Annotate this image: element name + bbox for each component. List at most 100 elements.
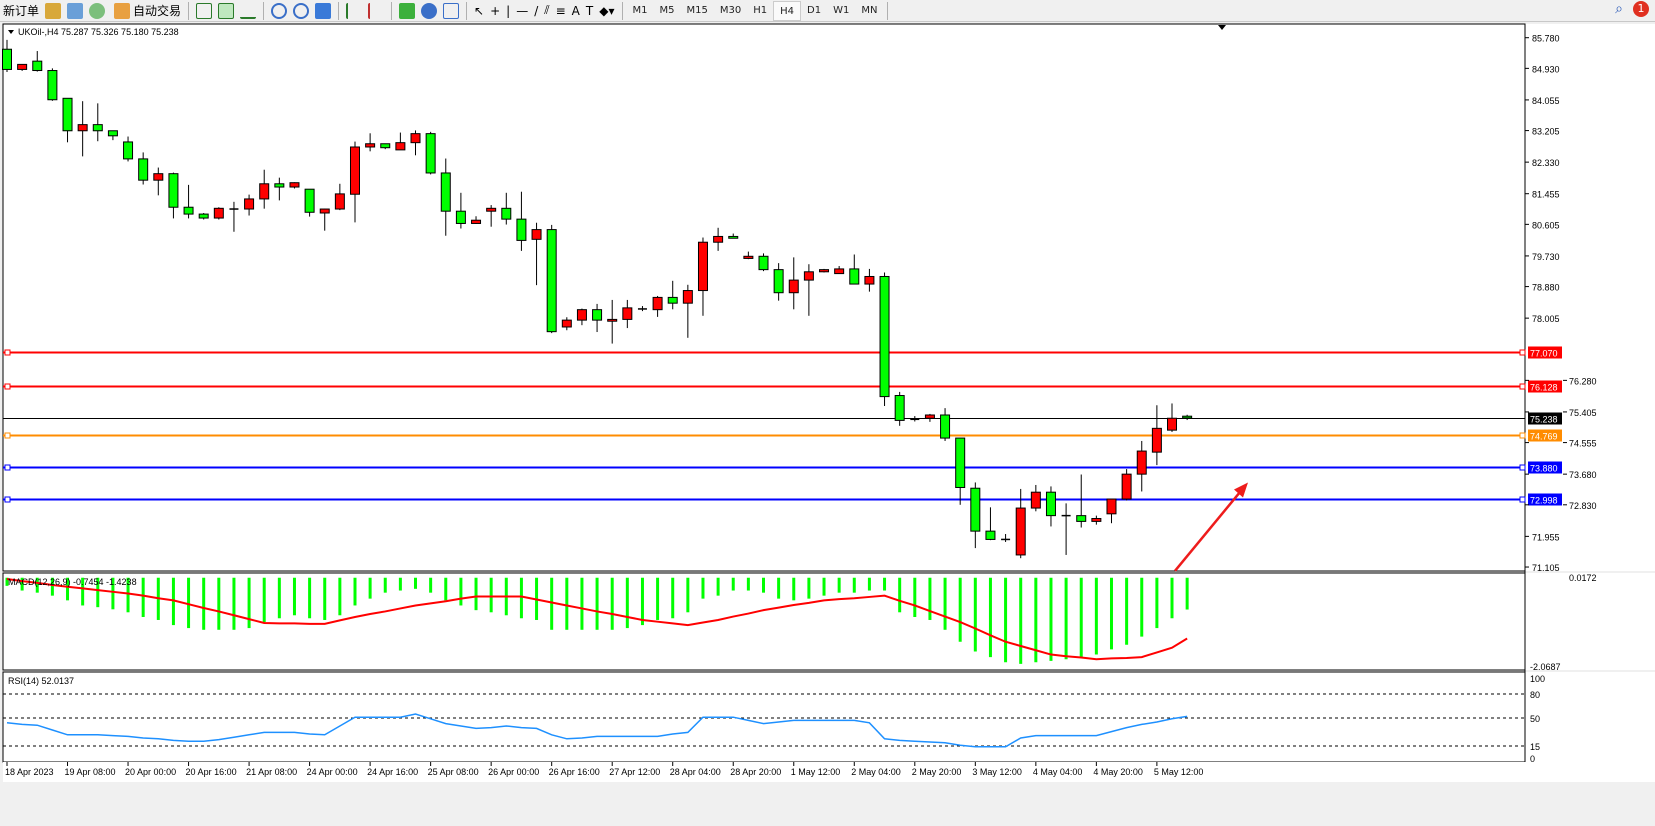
candle[interactable] — [637, 306, 647, 312]
candle[interactable] — [1061, 503, 1071, 555]
candle[interactable] — [395, 132, 406, 151]
text-label-icon[interactable]: T — [585, 3, 594, 18]
candle[interactable] — [471, 216, 482, 224]
candle[interactable] — [924, 413, 935, 422]
candle[interactable] — [864, 268, 875, 292]
candle[interactable] — [1136, 440, 1147, 492]
candle[interactable] — [955, 437, 966, 505]
line-anchor[interactable] — [1519, 383, 1526, 390]
candle[interactable] — [546, 224, 557, 334]
periods-icon[interactable] — [421, 2, 438, 19]
candle[interactable] — [803, 264, 814, 316]
candle[interactable] — [1182, 414, 1193, 421]
candle[interactable] — [183, 184, 194, 219]
candle[interactable] — [1151, 405, 1162, 466]
candle[interactable] — [1015, 488, 1026, 559]
candle[interactable] — [32, 51, 43, 72]
candle[interactable] — [289, 182, 300, 189]
candle[interactable] — [47, 68, 58, 101]
trend-arrow[interactable] — [1174, 487, 1244, 572]
candle[interactable] — [1121, 469, 1132, 501]
new-order-button[interactable]: 新订单 — [3, 4, 40, 18]
arrows-icon[interactable]: ◆▾ — [599, 3, 615, 18]
candle[interactable] — [440, 158, 451, 236]
timeframe-h4[interactable]: H4 — [773, 0, 801, 21]
chart-shift-marker-icon[interactable] — [1218, 25, 1226, 30]
candle[interactable] — [622, 299, 633, 329]
zoom-out-icon[interactable] — [293, 2, 310, 19]
fibonacci-icon[interactable]: ≡ — [555, 3, 566, 18]
candle[interactable] — [743, 251, 754, 260]
candle[interactable] — [576, 308, 587, 326]
horizontal-line-icon[interactable]: — — [516, 3, 529, 18]
timeframe-mn[interactable]: MN — [861, 4, 878, 16]
candle[interactable] — [879, 272, 890, 406]
candle[interactable] — [1045, 486, 1056, 527]
candle[interactable] — [198, 213, 209, 220]
timeframe-d1[interactable]: D1 — [807, 4, 822, 16]
candle[interactable] — [410, 130, 421, 156]
tile-windows-icon[interactable] — [315, 2, 332, 19]
candle[interactable] — [153, 167, 164, 196]
candle[interactable] — [138, 152, 149, 185]
candle[interactable] — [425, 131, 436, 175]
market-watch-icon[interactable] — [67, 2, 84, 19]
candle[interactable] — [1167, 403, 1178, 432]
line-anchor[interactable] — [1519, 496, 1526, 503]
line-chart-icon[interactable] — [240, 3, 257, 19]
candle[interactable] — [213, 207, 224, 220]
candle[interactable] — [107, 130, 118, 141]
candle[interactable] — [1001, 534, 1011, 542]
candle[interactable] — [486, 205, 497, 227]
candle[interactable] — [501, 192, 512, 225]
candle[interactable] — [1030, 484, 1041, 512]
line-anchor[interactable] — [1519, 432, 1526, 439]
timeframe-m30[interactable]: M30 — [719, 4, 742, 16]
candle[interactable] — [244, 194, 255, 216]
line-anchor[interactable] — [1519, 349, 1526, 356]
candle[interactable] — [531, 222, 542, 286]
zoom-in-icon[interactable] — [271, 2, 288, 19]
candle[interactable] — [1091, 515, 1102, 525]
candle[interactable] — [365, 133, 376, 152]
candle[interactable] — [713, 227, 724, 251]
candle[interactable] — [607, 299, 618, 344]
candle[interactable] — [894, 391, 905, 426]
candlestick-icon[interactable] — [218, 2, 235, 19]
candle[interactable] — [561, 317, 572, 331]
candle[interactable] — [667, 280, 678, 310]
candle[interactable] — [455, 192, 466, 229]
auto-trading-button[interactable]: 自动交易 — [108, 1, 184, 21]
candle[interactable] — [2, 39, 12, 72]
candle[interactable] — [697, 237, 708, 316]
indicators-icon[interactable] — [399, 2, 416, 19]
search-icon[interactable]: ⌕ — [1615, 1, 1623, 17]
bar-chart-icon[interactable] — [196, 2, 213, 19]
candle[interactable] — [728, 233, 739, 239]
candle[interactable] — [17, 63, 28, 71]
candle[interactable] — [1106, 498, 1117, 524]
candle[interactable] — [349, 141, 360, 223]
candle[interactable] — [970, 482, 981, 549]
candle[interactable] — [819, 268, 830, 273]
line-anchor[interactable] — [4, 464, 11, 471]
candle[interactable] — [334, 183, 345, 211]
candle[interactable] — [274, 177, 285, 201]
trendline-icon[interactable]: / — [534, 3, 539, 18]
rsi-pane[interactable] — [2, 671, 1526, 763]
candle[interactable] — [788, 257, 799, 310]
candle[interactable] — [319, 208, 330, 231]
cursor-icon[interactable]: ↖ — [474, 3, 485, 18]
line-anchor[interactable] — [4, 349, 11, 356]
timeframe-m15[interactable]: M15 — [686, 4, 708, 16]
candle[interactable] — [940, 408, 951, 441]
candle[interactable] — [773, 263, 784, 301]
candle[interactable] — [92, 103, 103, 142]
timeframe-m1[interactable]: M1 — [632, 4, 648, 16]
candle[interactable] — [259, 169, 270, 209]
candle[interactable] — [380, 143, 391, 150]
candle[interactable] — [229, 201, 239, 232]
notification-badge[interactable]: 1 — [1633, 1, 1649, 17]
open-folder-icon[interactable] — [45, 2, 62, 19]
vertical-line-icon[interactable]: | — [506, 3, 511, 18]
